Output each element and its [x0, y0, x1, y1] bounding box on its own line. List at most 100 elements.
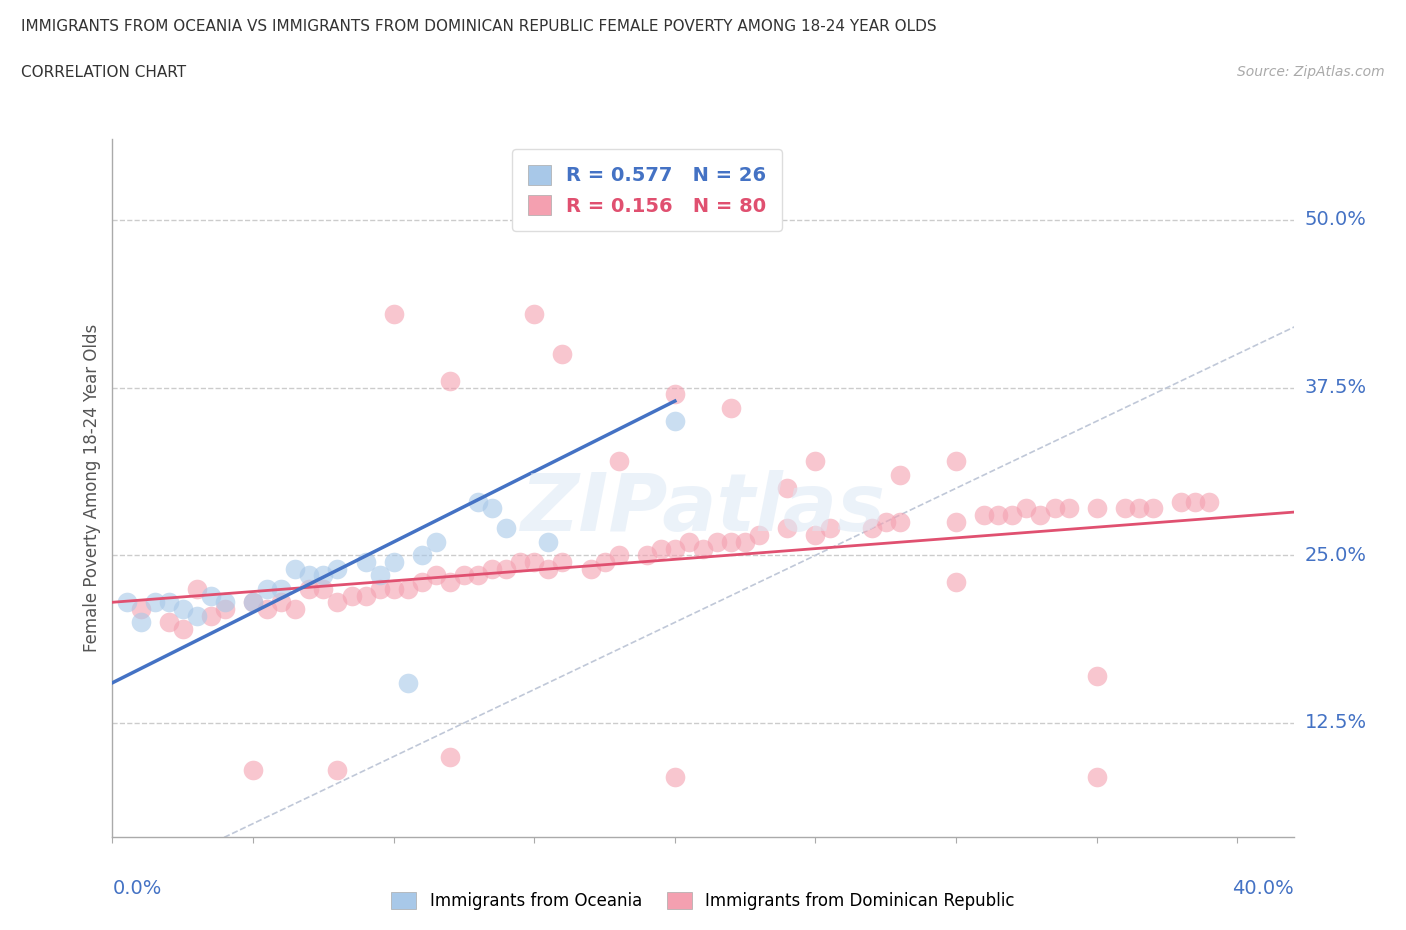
Point	[382, 307, 405, 322]
Point	[1142, 501, 1164, 516]
Point	[664, 414, 686, 429]
Point	[945, 514, 967, 529]
Point	[242, 595, 264, 610]
Text: 40.0%: 40.0%	[1232, 879, 1294, 897]
Point	[326, 595, 349, 610]
Point	[1085, 501, 1108, 516]
Text: ZIPatlas: ZIPatlas	[520, 471, 886, 548]
Point	[636, 548, 658, 563]
Point	[860, 521, 883, 536]
Point	[776, 521, 799, 536]
Point	[157, 615, 180, 630]
Point	[776, 481, 799, 496]
Point	[368, 568, 391, 583]
Point	[495, 562, 517, 577]
Point	[875, 514, 897, 529]
Text: IMMIGRANTS FROM OCEANIA VS IMMIGRANTS FROM DOMINICAN REPUBLIC FEMALE POVERTY AMO: IMMIGRANTS FROM OCEANIA VS IMMIGRANTS FR…	[21, 19, 936, 33]
Point	[1085, 769, 1108, 784]
Point	[425, 568, 447, 583]
Point	[200, 608, 222, 623]
Point	[467, 568, 489, 583]
Point	[973, 508, 995, 523]
Text: 25.0%: 25.0%	[1305, 546, 1367, 565]
Point	[143, 595, 166, 610]
Point	[523, 307, 546, 322]
Point	[284, 562, 307, 577]
Point	[172, 621, 194, 636]
Point	[1057, 501, 1080, 516]
Point	[256, 581, 278, 596]
Point	[200, 588, 222, 603]
Point	[1114, 501, 1136, 516]
Point	[1198, 494, 1220, 509]
Point	[368, 581, 391, 596]
Point	[298, 581, 321, 596]
Point	[1015, 501, 1038, 516]
Point	[481, 501, 503, 516]
Point	[650, 541, 672, 556]
Point	[1128, 501, 1150, 516]
Point	[382, 581, 405, 596]
Legend: Immigrants from Oceania, Immigrants from Dominican Republic: Immigrants from Oceania, Immigrants from…	[385, 885, 1021, 917]
Point	[340, 588, 363, 603]
Point	[537, 535, 560, 550]
Point	[312, 568, 335, 583]
Point	[354, 588, 377, 603]
Point	[987, 508, 1010, 523]
Point	[453, 568, 475, 583]
Point	[214, 602, 236, 617]
Point	[748, 527, 770, 542]
Text: Source: ZipAtlas.com: Source: ZipAtlas.com	[1237, 65, 1385, 79]
Text: 50.0%: 50.0%	[1305, 210, 1367, 230]
Point	[818, 521, 841, 536]
Point	[284, 602, 307, 617]
Point	[537, 562, 560, 577]
Point	[804, 527, 827, 542]
Point	[326, 562, 349, 577]
Point	[889, 468, 911, 483]
Point	[551, 347, 574, 362]
Point	[270, 595, 292, 610]
Text: CORRELATION CHART: CORRELATION CHART	[21, 65, 186, 80]
Point	[734, 535, 756, 550]
Point	[157, 595, 180, 610]
Point	[172, 602, 194, 617]
Point	[607, 548, 630, 563]
Point	[495, 521, 517, 536]
Point	[439, 749, 461, 764]
Point	[1001, 508, 1024, 523]
Point	[481, 562, 503, 577]
Legend: R = 0.577   N = 26, R = 0.156   N = 80: R = 0.577 N = 26, R = 0.156 N = 80	[512, 149, 782, 232]
Point	[396, 581, 419, 596]
Point	[945, 575, 967, 590]
Point	[256, 602, 278, 617]
Point	[692, 541, 714, 556]
Point	[678, 535, 700, 550]
Point	[186, 608, 208, 623]
Point	[889, 514, 911, 529]
Point	[354, 554, 377, 569]
Point	[551, 554, 574, 569]
Point	[467, 494, 489, 509]
Point	[242, 595, 264, 610]
Point	[720, 535, 742, 550]
Point	[115, 595, 138, 610]
Point	[593, 554, 616, 569]
Point	[439, 374, 461, 389]
Point	[945, 454, 967, 469]
Text: 37.5%: 37.5%	[1305, 379, 1367, 397]
Point	[664, 541, 686, 556]
Text: 12.5%: 12.5%	[1305, 713, 1367, 733]
Point	[425, 535, 447, 550]
Point	[607, 454, 630, 469]
Point	[312, 581, 335, 596]
Point	[509, 554, 531, 569]
Point	[1029, 508, 1052, 523]
Point	[242, 763, 264, 777]
Point	[720, 400, 742, 415]
Point	[706, 535, 728, 550]
Point	[664, 387, 686, 402]
Text: 0.0%: 0.0%	[112, 879, 162, 897]
Point	[214, 595, 236, 610]
Point	[129, 602, 152, 617]
